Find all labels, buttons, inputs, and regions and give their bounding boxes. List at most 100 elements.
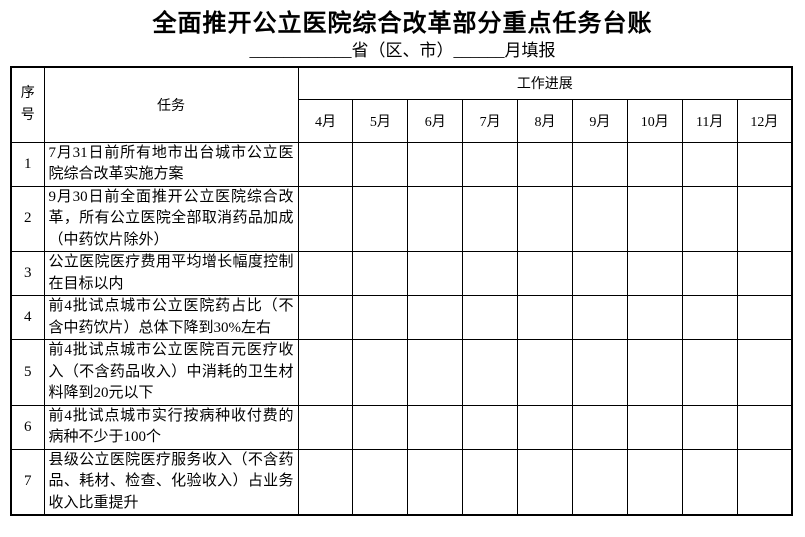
progress-cell[interactable] [462, 404, 519, 450]
progress-cell[interactable] [681, 448, 738, 516]
progress-cell[interactable] [517, 141, 573, 187]
progress-cell[interactable] [517, 251, 573, 296]
header-month-dec: 12月 [736, 98, 793, 143]
row-number: 1 [10, 141, 45, 187]
progress-cell[interactable] [462, 185, 519, 252]
header-month-may: 5月 [352, 98, 409, 143]
progress-cell[interactable] [462, 251, 519, 296]
progress-cell[interactable] [517, 295, 573, 340]
progress-cell[interactable] [736, 339, 793, 406]
progress-cell[interactable] [517, 339, 573, 406]
progress-cell[interactable] [352, 404, 409, 450]
progress-cell[interactable] [297, 141, 354, 187]
progress-cell[interactable] [462, 448, 519, 516]
progress-cell[interactable] [407, 295, 464, 340]
document: 全面推开公立医院综合改革部分重点任务台账 ____________省（区、市）_… [0, 9, 805, 537]
progress-cell[interactable] [626, 251, 683, 296]
progress-cell[interactable] [352, 295, 409, 340]
progress-cell[interactable] [407, 251, 464, 296]
progress-cell[interactable] [736, 251, 793, 296]
table-row: 5 前4批试点城市公立医院百元医疗收入（不含药品收入）中消耗的卫生材料降到20元… [10, 339, 793, 406]
progress-cell[interactable] [736, 404, 793, 450]
table-row: 3 公立医院医疗费用平均增长幅度控制在目标以内 [10, 251, 793, 296]
progress-cell[interactable] [352, 141, 409, 187]
progress-cell[interactable] [571, 141, 628, 187]
progress-cell[interactable] [297, 251, 354, 296]
progress-cell[interactable] [736, 295, 793, 340]
table-row: 1 7月31日前所有地市出台城市公立医院综合改革实施方案 [10, 141, 793, 187]
progress-cell[interactable] [517, 448, 573, 516]
progress-cell[interactable] [681, 404, 738, 450]
row-number: 4 [10, 295, 45, 340]
progress-cell[interactable] [626, 404, 683, 450]
progress-cell[interactable] [571, 448, 628, 516]
progress-cell[interactable] [462, 141, 519, 187]
subtitle-fill-in-line: ____________省（区、市）______月填报 [249, 41, 556, 60]
task-text: 9月30日前全面推开公立医院综合改革，所有公立医院全部取消药品加成（中药饮片除外… [43, 185, 299, 252]
header-month-oct: 10月 [626, 98, 683, 143]
header-serial-number: 序号 [10, 66, 45, 143]
task-ledger-table: 序号 任务 工作进展 4月 5月 6月 7月 8月 9月 10月 11月 12月… [10, 66, 794, 516]
progress-cell[interactable] [407, 185, 464, 252]
progress-cell[interactable] [736, 185, 793, 252]
progress-cell[interactable] [297, 295, 354, 340]
progress-cell[interactable] [571, 251, 628, 296]
progress-cell[interactable] [681, 339, 738, 406]
table-row: 2 9月30日前全面推开公立医院综合改革，所有公立医院全部取消药品加成（中药饮片… [10, 185, 793, 252]
progress-cell[interactable] [352, 448, 409, 516]
progress-cell[interactable] [571, 404, 628, 450]
progress-cell[interactable] [736, 141, 793, 187]
task-text: 7月31日前所有地市出台城市公立医院综合改革实施方案 [43, 141, 299, 187]
progress-cell[interactable] [681, 141, 738, 187]
progress-cell[interactable] [297, 339, 354, 406]
row-number: 7 [10, 448, 45, 516]
row-number: 6 [10, 404, 45, 450]
task-text: 前4批试点城市实行按病种收付费的病种不少于100个 [43, 404, 299, 450]
task-text: 公立医院医疗费用平均增长幅度控制在目标以内 [43, 251, 299, 296]
header-task: 任务 [43, 66, 299, 143]
header-row-months: 4月 5月 6月 7月 8月 9月 10月 11月 12月 [11, 98, 793, 143]
progress-cell[interactable] [626, 185, 683, 252]
progress-cell[interactable] [297, 448, 354, 516]
progress-cell[interactable] [626, 141, 683, 187]
task-text: 县级公立医院医疗服务收入（不含药品、耗材、检查、化验收入）占业务收入比重提升 [43, 448, 299, 516]
progress-cell[interactable] [407, 339, 464, 406]
progress-cell[interactable] [517, 185, 573, 252]
progress-cell[interactable] [681, 251, 738, 296]
progress-cell[interactable] [407, 141, 464, 187]
row-number: 2 [10, 185, 45, 252]
progress-cell[interactable] [352, 339, 409, 406]
progress-cell[interactable] [352, 251, 409, 296]
progress-cell[interactable] [297, 185, 354, 252]
row-number: 3 [10, 251, 45, 296]
task-text: 前4批试点城市公立医院药占比（不含中药饮片）总体下降到30%左右 [43, 295, 299, 340]
progress-cell[interactable] [626, 339, 683, 406]
progress-cell[interactable] [462, 339, 519, 406]
progress-cell[interactable] [626, 295, 683, 340]
header-month-apr: 4月 [297, 98, 354, 143]
progress-cell[interactable] [681, 185, 738, 252]
progress-cell[interactable] [571, 295, 628, 340]
progress-cell[interactable] [407, 404, 464, 450]
header-month-aug: 8月 [517, 98, 573, 143]
header-work-progress: 工作进展 [297, 66, 793, 100]
header-month-jul: 7月 [462, 98, 519, 143]
header-month-nov: 11月 [681, 98, 738, 143]
table-row: 6 前4批试点城市实行按病种收付费的病种不少于100个 [10, 404, 793, 450]
progress-cell[interactable] [571, 339, 628, 406]
progress-cell[interactable] [352, 185, 409, 252]
progress-cell[interactable] [517, 404, 573, 450]
progress-cell[interactable] [571, 185, 628, 252]
progress-cell[interactable] [681, 295, 738, 340]
progress-cell[interactable] [736, 448, 793, 516]
page-title: 全面推开公立医院综合改革部分重点任务台账 [152, 11, 653, 37]
header-month-sep: 9月 [571, 98, 628, 143]
header-month-jun: 6月 [407, 98, 464, 143]
progress-cell[interactable] [626, 448, 683, 516]
task-text: 前4批试点城市公立医院百元医疗收入（不含药品收入）中消耗的卫生材料降到20元以下 [43, 339, 299, 406]
progress-cell[interactable] [462, 295, 519, 340]
row-number: 5 [10, 339, 45, 406]
progress-cell[interactable] [407, 448, 464, 516]
progress-cell[interactable] [297, 404, 354, 450]
header-row-top: 序号 任务 工作进展 [10, 66, 793, 143]
